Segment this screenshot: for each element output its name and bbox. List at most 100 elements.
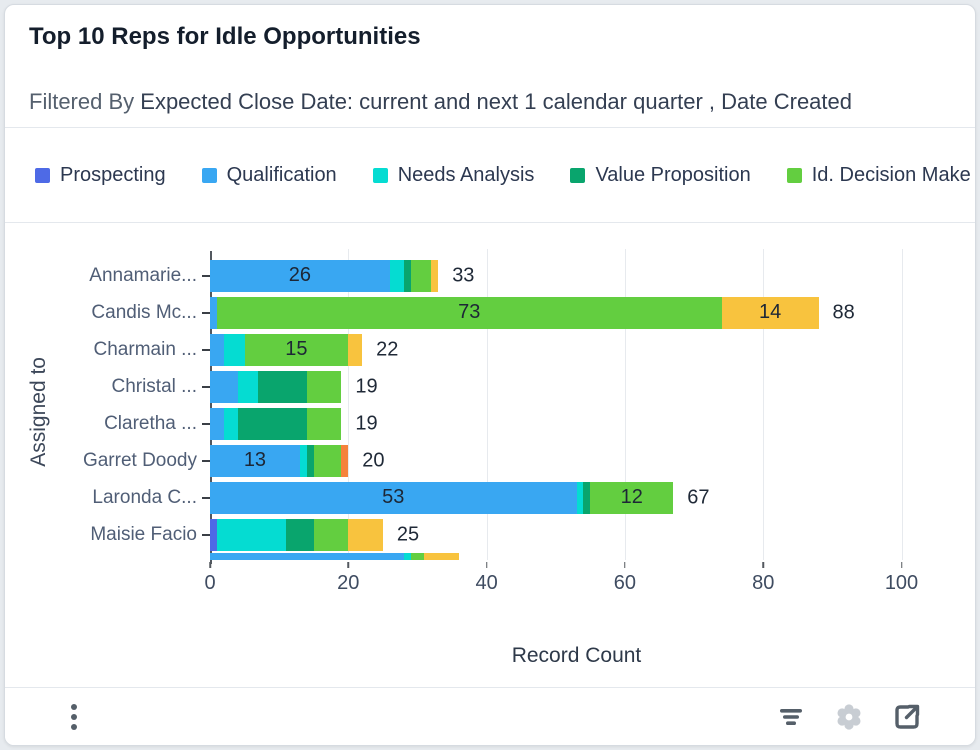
x-tick-label: 0 [204, 572, 216, 594]
stacked-bar[interactable]: 13 [210, 444, 943, 477]
bar-segment[interactable]: 13 [210, 444, 300, 477]
plot-rows: Annamarie... 26 33 Candis Mc... 73 14 88 Charma… [83, 249, 943, 564]
plot: Annamarie... 26 33 Candis Mc... 73 14 88 Charma… [83, 249, 943, 668]
legend-item[interactable]: Prospecting [35, 164, 166, 187]
category-label: Christal ... [111, 375, 197, 397]
bar-segment[interactable]: 73 [216, 296, 722, 329]
settings-button[interactable] [833, 701, 865, 733]
bar-segment[interactable] [237, 370, 259, 403]
category-label: Annamarie... [89, 264, 197, 286]
bar-segment[interactable] [348, 518, 383, 551]
bar-segment[interactable] [223, 333, 245, 366]
bar-segment[interactable] [286, 518, 314, 551]
y-axis-title: Assigned to [27, 357, 50, 467]
legend-label: Prospecting [60, 163, 166, 186]
legend-swatch-icon [372, 167, 388, 183]
bar-total-label: 33 [452, 264, 475, 286]
widget-footer [5, 687, 975, 745]
bar-segment[interactable] [258, 370, 307, 403]
bar-segment[interactable] [306, 444, 314, 477]
gridline [763, 249, 765, 560]
category-label: Candis Mc... [91, 301, 197, 323]
bar-row: Charmain ... 15 22 [94, 331, 943, 368]
x-axis-title: Record Count [511, 644, 642, 667]
bar-segment[interactable] [424, 553, 459, 560]
bar-row: Laronda C... 53 12 67 [92, 479, 943, 516]
bar-segment[interactable] [306, 407, 342, 440]
x-axis-tick-icon [485, 562, 488, 568]
bar-segment[interactable] [299, 444, 307, 477]
stacked-bar[interactable]: 28 [210, 553, 943, 560]
gear-icon [837, 703, 861, 730]
bar-segment[interactable] [210, 296, 217, 329]
bar-total-label: 19 [355, 375, 378, 397]
y-axis-tick-icon [202, 496, 210, 499]
bar-segment[interactable]: 15 [244, 333, 349, 366]
bar-segment[interactable] [210, 333, 224, 366]
bar-segment[interactable] [583, 481, 591, 514]
kebab-dot-icon [71, 713, 77, 720]
bar-segment[interactable] [210, 370, 238, 403]
bar-segment[interactable] [313, 518, 349, 551]
x-axis-tick-icon [762, 562, 764, 568]
legend-item[interactable]: Value Proposition [570, 163, 751, 187]
stacked-bar[interactable] [210, 518, 943, 551]
kebab-menu-button[interactable] [67, 700, 81, 734]
stacked-bar[interactable]: 53 12 [210, 481, 943, 514]
y-axis-tick-icon [202, 533, 210, 536]
bar-segment[interactable] [576, 481, 584, 514]
bar-segment[interactable] [216, 518, 287, 551]
stacked-bar[interactable]: 26 [210, 259, 943, 292]
legend-label: Id. Decision Make [811, 163, 971, 186]
legend-item[interactable]: Needs Analysis [372, 163, 535, 187]
bar-segment[interactable] [431, 259, 439, 292]
stacked-bar[interactable]: 15 [210, 333, 943, 366]
filter-prefix: Filtered By [29, 89, 141, 114]
expand-button[interactable] [891, 701, 923, 733]
stacked-bar[interactable] [210, 370, 943, 403]
bar-segment[interactable]: 14 [721, 296, 819, 329]
y-axis-tick-icon [202, 459, 210, 462]
bar-segment[interactable] [210, 407, 224, 440]
legend-item[interactable]: Id. Decision Make [786, 163, 971, 187]
bar-row: 28 [210, 553, 943, 560]
bar-total-label: 22 [376, 338, 399, 360]
category-label: Charmain ... [93, 338, 197, 360]
bar-segment[interactable] [403, 553, 411, 560]
bar-segment[interactable]: 28 [210, 553, 404, 560]
legend-label: Value Proposition [595, 163, 751, 186]
bar-segment[interactable] [410, 553, 425, 560]
x-axis: 0 20 40 60 80 100 [204, 562, 943, 598]
bar-segment[interactable]: 53 [210, 481, 577, 514]
bar-segment[interactable] [341, 444, 349, 477]
bar-segment[interactable]: 12 [590, 481, 674, 514]
x-tick-label: 60 [613, 572, 637, 594]
gridline [901, 249, 903, 560]
stacked-bar[interactable]: 73 14 [210, 296, 943, 329]
legend-label: Needs Analysis [397, 163, 535, 186]
legend-item[interactable]: Qualification [201, 164, 337, 187]
bar-segment[interactable] [210, 518, 217, 551]
bar-segment[interactable] [410, 259, 432, 292]
bar-segment[interactable] [403, 259, 411, 292]
stacked-bar[interactable] [210, 407, 943, 440]
y-axis-tick-icon [202, 274, 210, 277]
bar-segment[interactable] [389, 259, 404, 292]
x-tick-label: 40 [475, 572, 498, 594]
x-axis-tick-icon [900, 562, 903, 568]
bar-segment[interactable] [306, 370, 342, 403]
legend-swatch-icon [201, 167, 217, 183]
bar-segment[interactable] [223, 407, 238, 440]
chart-area: Assigned to Annamarie... 26 33 Candis Mc...… [5, 249, 975, 721]
bar-segment[interactable] [313, 444, 342, 477]
legend-swatch-icon [786, 167, 802, 183]
category-label: Maisie Facio [90, 523, 197, 545]
filter-button[interactable] [775, 701, 807, 733]
bar-total-label: 88 [832, 301, 855, 323]
bar-segment[interactable]: 26 [210, 259, 390, 292]
bar-segment[interactable] [348, 333, 363, 366]
bar-total-label: 67 [687, 486, 710, 508]
kebab-dot-icon [71, 723, 77, 730]
bar-segment[interactable] [237, 407, 307, 440]
gridline [486, 249, 488, 560]
